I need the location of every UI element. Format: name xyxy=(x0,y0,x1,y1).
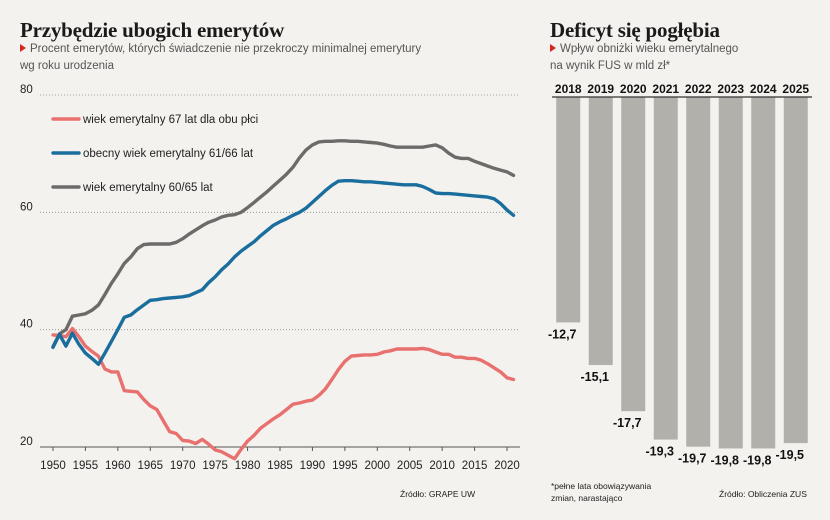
left-chart-subtitle: Procent emerytów, których świadczenie ni… xyxy=(20,41,460,75)
x-tick-label: 2005 xyxy=(397,460,423,472)
x-tick-label: 2000 xyxy=(365,460,391,472)
x-tick-label: 1985 xyxy=(267,460,293,472)
y-tick-label: 60 xyxy=(20,201,33,213)
left-chart-title: Przybędzie ubogich emerytów xyxy=(20,18,285,42)
bar-value-label: -19,7 xyxy=(678,452,707,466)
left-source-note: Źródło: GRAPE UW xyxy=(400,489,476,499)
x-tick-label: 1950 xyxy=(40,460,66,472)
right-chart-title: Deficyt się pogłębia xyxy=(550,18,720,42)
right-footnote: *pełne lata obowiązywania zmian, narasta… xyxy=(551,480,651,504)
y-tick-label: 80 xyxy=(20,84,33,96)
right-subtitle-line2: na wynik FUS w mld zł* xyxy=(550,60,671,72)
deficit-bar xyxy=(783,97,808,444)
deficit-bar xyxy=(751,97,776,449)
year-label: 2019 xyxy=(587,82,614,96)
x-tick-label: 2020 xyxy=(494,460,520,472)
deficit-bar xyxy=(653,97,678,440)
bar-value-label: -19,5 xyxy=(776,448,805,462)
bar-value-label: -12,7 xyxy=(548,327,577,341)
bar-value-label: -15,1 xyxy=(581,370,610,384)
x-tick-label: 1995 xyxy=(332,460,358,472)
bar-value-label: -19,8 xyxy=(743,453,772,467)
left-subtitle-line2: wg roku urodzenia xyxy=(20,60,114,72)
triangle-bullet-icon xyxy=(20,44,26,52)
footnote-line1: *pełne lata obowiązywania xyxy=(551,481,652,491)
year-label: 2022 xyxy=(685,82,712,96)
right-chart-subtitle: Wpływ obniżki wieku emerytalnego na wyni… xyxy=(550,41,820,75)
series-line xyxy=(51,326,516,461)
deficit-bar xyxy=(621,97,646,412)
y-tick-label: 20 xyxy=(20,436,33,448)
year-label: 2025 xyxy=(782,82,809,96)
legend-label: wiek emerytalny 67 lat dla obu płci xyxy=(82,114,258,126)
right-subtitle-line1: Wpływ obniżki wieku emerytalnego xyxy=(560,43,739,55)
x-tick-label: 1960 xyxy=(105,460,131,472)
deficit-bar xyxy=(718,97,743,449)
x-tick-label: 1970 xyxy=(170,460,196,472)
legend-label: obecny wiek emerytalny 61/66 lat xyxy=(83,148,254,160)
deficit-bar xyxy=(588,97,613,366)
x-tick-label: 1955 xyxy=(73,460,99,472)
deficit-bar xyxy=(686,97,711,447)
year-label: 2021 xyxy=(652,82,679,96)
x-tick-label: 1975 xyxy=(202,460,228,472)
year-label: 2020 xyxy=(620,82,647,96)
series-line xyxy=(51,179,516,366)
x-tick-label: 1980 xyxy=(235,460,261,472)
x-tick-label: 2015 xyxy=(462,460,488,472)
y-tick-label: 40 xyxy=(20,319,33,331)
bar-value-label: -19,8 xyxy=(711,453,740,467)
year-label: 2018 xyxy=(555,82,582,96)
footnote-line2: zmian, narastająco xyxy=(551,493,623,503)
deficit-bar xyxy=(556,97,581,323)
bar-value-label: -17,7 xyxy=(613,416,642,430)
year-label: 2023 xyxy=(717,82,744,96)
x-tick-label: 1965 xyxy=(137,460,163,472)
series-line xyxy=(51,139,516,349)
triangle-bullet-icon xyxy=(550,44,556,52)
right-source-note: Źródło: Obliczenia ZUS xyxy=(719,489,807,499)
x-tick-label: 1990 xyxy=(300,460,326,472)
left-subtitle-line1: Procent emerytów, których świadczenie ni… xyxy=(30,43,422,55)
legend-label: wiek emerytalny 60/65 lat xyxy=(82,182,214,194)
x-tick-label: 2010 xyxy=(429,460,455,472)
year-label: 2024 xyxy=(750,82,777,96)
bar-value-label: -19,3 xyxy=(646,445,675,459)
